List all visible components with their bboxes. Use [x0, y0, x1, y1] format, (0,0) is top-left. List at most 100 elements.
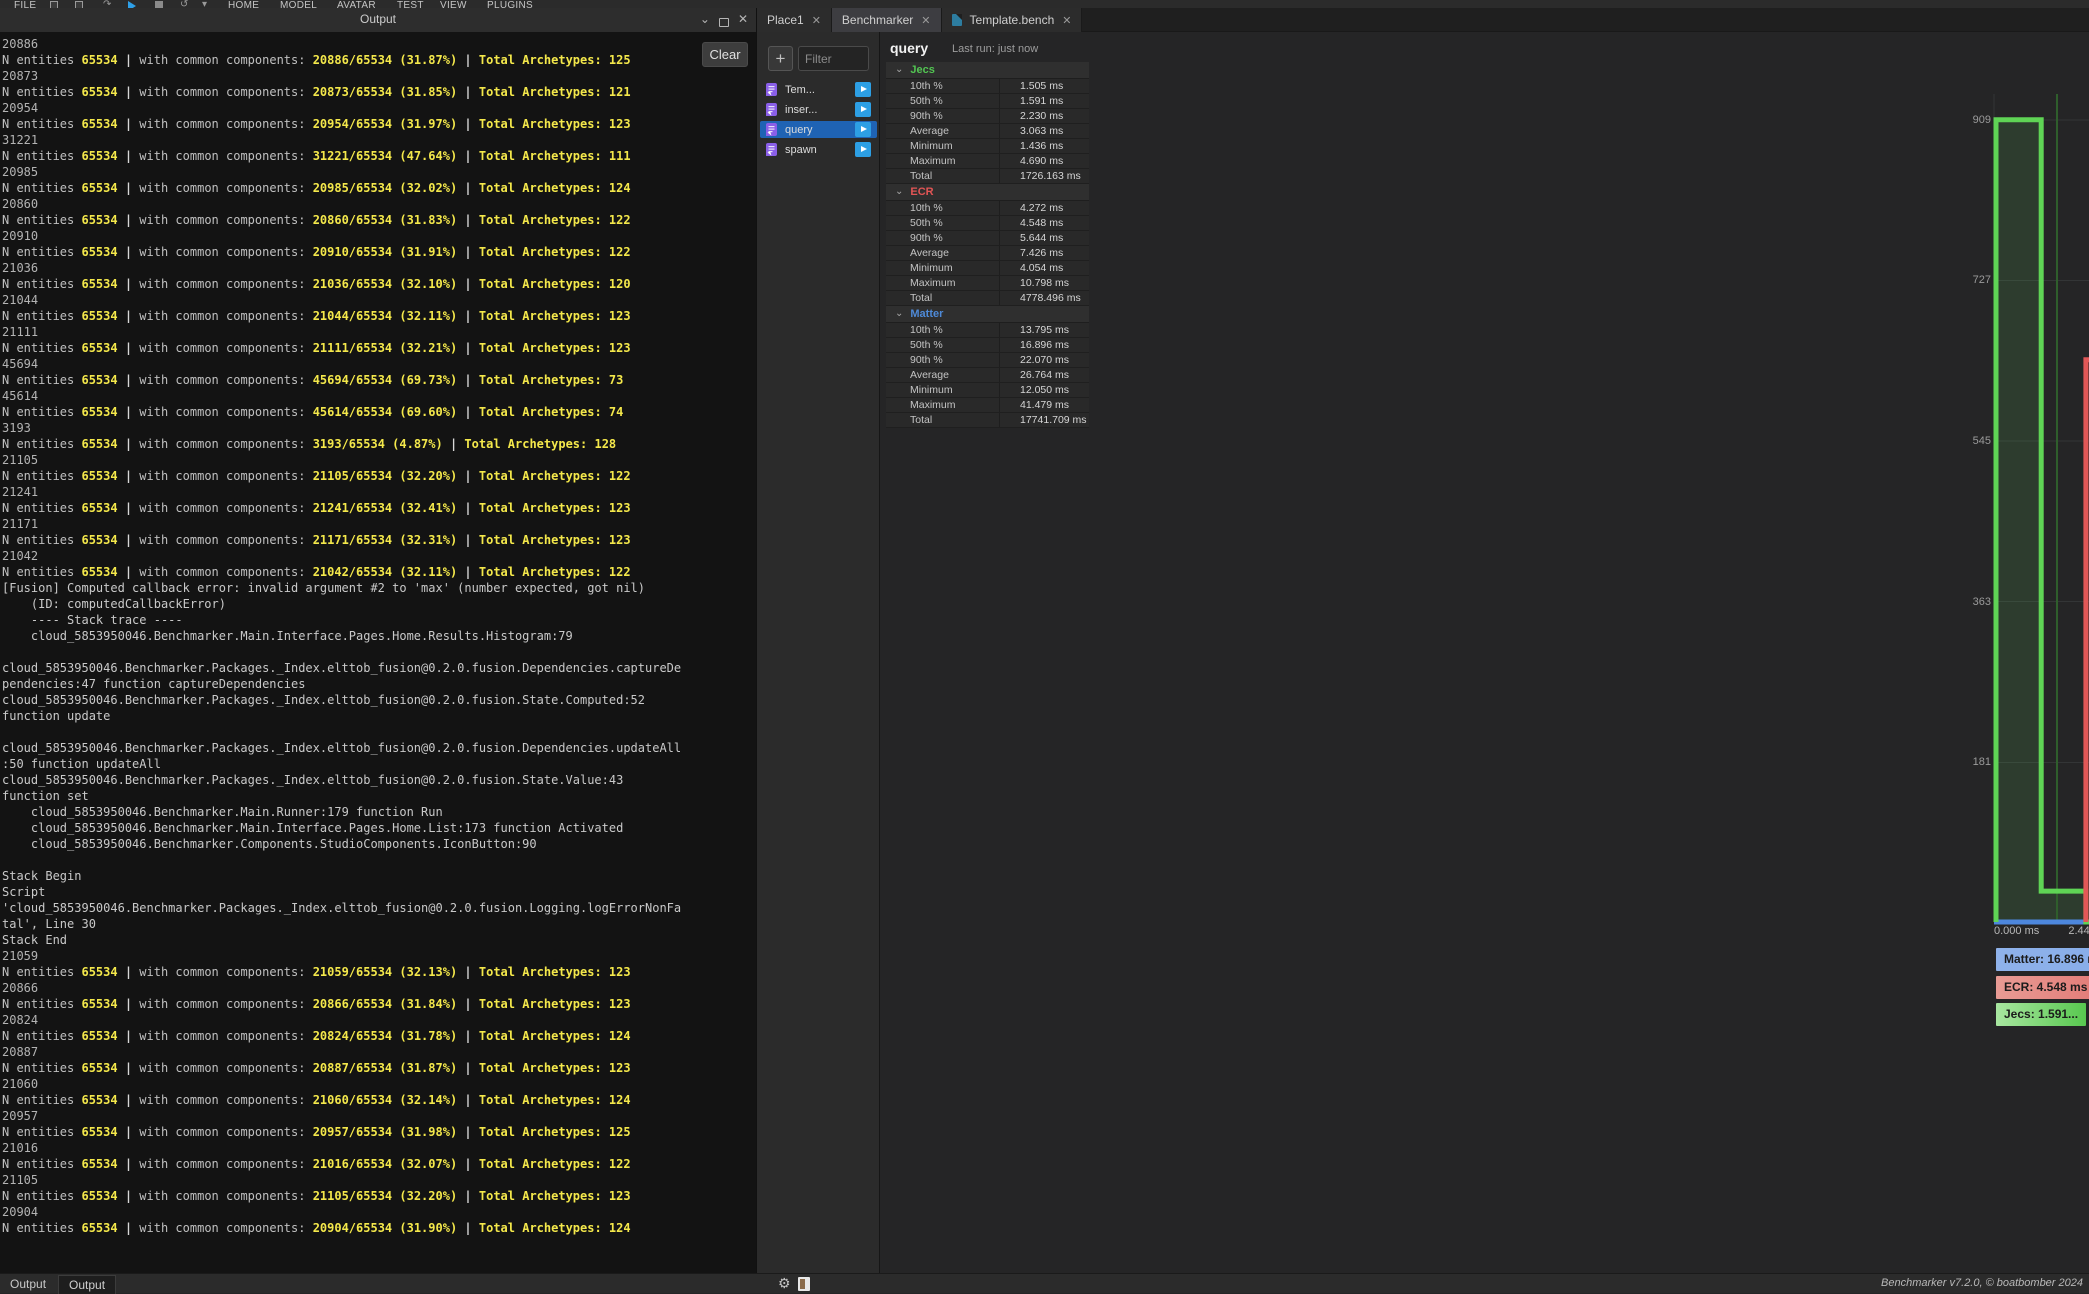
y-axis-tick-label: 909 [1971, 114, 1991, 126]
log-line: 45694 [2, 356, 683, 372]
run-benchmark-button[interactable] [855, 122, 871, 137]
section-header-jecs[interactable]: ⌄Jecs [886, 62, 1089, 79]
log-line: 20957 [2, 1108, 683, 1124]
log-line: 3193 [2, 420, 683, 436]
log-line: 20910 [2, 228, 683, 244]
stat-row: Minimum12.050 ms [886, 383, 1089, 398]
log-line: N entities 65534 | with common component… [2, 1060, 683, 1076]
stat-value: 17741.709 ms [1000, 413, 1089, 427]
log-line: N entities 65534 | with common component… [2, 1092, 683, 1108]
log-line: 21171 [2, 516, 683, 532]
menu-test[interactable]: TEST [397, 0, 424, 8]
tab-template-bench[interactable]: Template.bench✕ [942, 8, 1083, 32]
output-console[interactable]: 20886 N entities 65534 | with common comp… [0, 32, 757, 1273]
log-line: N entities 65534 | with common component… [2, 436, 683, 452]
benchmark-item-Tem[interactable]: Tem... [760, 81, 877, 98]
log-error-line: Stack End [2, 932, 683, 948]
log-line: 20985 [2, 164, 683, 180]
tab-place1[interactable]: Place1 ✕ [757, 8, 832, 32]
log-line: 21036 [2, 260, 683, 276]
redo-icon[interactable]: ↷ [103, 0, 111, 8]
log-error-line: cloud_5853950046.Benchmarker.Packages._I… [2, 740, 683, 772]
section-name: Matter [910, 308, 943, 320]
undo-icon[interactable]: ↺ [180, 0, 188, 8]
menu-model[interactable]: MODEL [280, 0, 317, 8]
stat-label: Average [886, 246, 1000, 260]
tab-label: Place1 [767, 13, 804, 27]
filter-input[interactable] [798, 46, 869, 71]
benchmark-item-query[interactable]: query [760, 121, 877, 138]
menu-home[interactable]: HOME [228, 0, 259, 8]
bottom-tab-output-2[interactable]: Output [58, 1275, 116, 1294]
log-line: N entities 65534 | with common component… [2, 404, 683, 420]
add-benchmark-button[interactable]: + [768, 46, 793, 71]
log-error-line: cloud_5853950046.Benchmarker.Packages._I… [2, 692, 683, 724]
tab-benchmarker[interactable]: Benchmarker ✕ [832, 8, 942, 32]
stat-value: 5.644 ms [1000, 231, 1089, 245]
y-axis-tick-label: 181 [1971, 756, 1991, 768]
bottom-tab-output-1[interactable]: Output [10, 1277, 46, 1291]
docs-book-icon[interactable] [798, 1277, 810, 1291]
stat-value: 4.690 ms [1000, 154, 1089, 168]
stat-label: 50th % [886, 94, 1000, 108]
dropdown-caret-icon[interactable]: ▾ [202, 0, 207, 8]
settings-gear-icon[interactable]: ⚙ [778, 1276, 791, 1291]
stat-label: Total [886, 291, 1000, 305]
tab-close-icon[interactable]: ✕ [812, 14, 821, 27]
clipboard-icon[interactable] [50, 1, 58, 8]
menu-plugins[interactable]: PLUGINS [487, 0, 533, 8]
stat-value: 1.591 ms [1000, 94, 1089, 108]
stat-value: 4.054 ms [1000, 261, 1089, 275]
stat-label: Maximum [886, 154, 1000, 168]
panel-close-icon[interactable]: ✕ [738, 11, 748, 27]
output-panel: Output ⌄ ✕ Clear 20886 N entities 65534 |… [0, 8, 757, 1273]
log-line: N entities 65534 | with common component… [2, 372, 683, 388]
stat-label: Total [886, 413, 1000, 427]
stat-label: 10th % [886, 79, 1000, 93]
stat-row: Average7.426 ms [886, 246, 1089, 261]
log-line: N entities 65534 | with common component… [2, 564, 683, 580]
stat-row: 90th %2.230 ms [886, 109, 1089, 124]
legend-bar-matter: Matter: 16.896 ms [1996, 948, 2089, 971]
output-panel-title: Output [0, 12, 756, 26]
stat-label: 90th % [886, 353, 1000, 367]
tab-close-icon[interactable]: ✕ [1062, 14, 1071, 27]
play-icon[interactable] [128, 1, 136, 8]
chevron-down-icon: ⌄ [895, 64, 903, 75]
log-error-line: Script 'cloud_5853950046.Benchmarker.Pac… [2, 884, 683, 932]
log-line: 20886 [2, 36, 683, 52]
panel-popout-icon[interactable] [719, 18, 729, 27]
log-error-line: cloud_5853950046.Benchmarker.Packages._I… [2, 660, 683, 692]
section-header-matter[interactable]: ⌄Matter [886, 306, 1089, 323]
menu-view[interactable]: VIEW [440, 0, 467, 8]
script-icon [765, 123, 778, 136]
histogram-chart: 9097275453631810.000 ms2.448 ms4.896 ms7… [1971, 92, 2089, 1092]
tab-label: Benchmarker [842, 13, 913, 27]
save-icon[interactable] [75, 1, 83, 8]
tab-close-icon[interactable]: ✕ [921, 14, 930, 27]
stop-icon[interactable] [155, 1, 163, 8]
section-header-ecr[interactable]: ⌄ECR [886, 184, 1089, 201]
run-benchmark-button[interactable] [855, 102, 871, 117]
benchmark-item-inser[interactable]: inser... [760, 101, 877, 118]
log-error-line: (ID: computedCallbackError) [2, 596, 683, 612]
stat-row: 90th %5.644 ms [886, 231, 1089, 246]
run-benchmark-button[interactable] [855, 82, 871, 97]
log-line: 21042 [2, 548, 683, 564]
log-line: N entities 65534 | with common component… [2, 148, 683, 164]
panel-collapse-chevron-icon[interactable]: ⌄ [700, 11, 710, 27]
stat-row: Total17741.709 ms [886, 413, 1089, 428]
menu-file[interactable]: FILE [14, 0, 36, 8]
log-line: 20954 [2, 100, 683, 116]
log-error-line: cloud_5853950046.Benchmarker.Components.… [2, 836, 683, 852]
menu-avatar[interactable]: AVATAR [337, 0, 376, 8]
run-benchmark-button[interactable] [855, 142, 871, 157]
log-line: 20860 [2, 196, 683, 212]
log-line: N entities 65534 | with common component… [2, 212, 683, 228]
log-line: N entities 65534 | with common component… [2, 1220, 683, 1236]
bottom-bar: Output Output [0, 1273, 2089, 1293]
log-line: 20904 [2, 1204, 683, 1220]
benchmark-item-spawn[interactable]: spawn [760, 141, 877, 158]
last-run-label: Last run: just now [952, 43, 1038, 55]
clear-output-button[interactable]: Clear [702, 42, 748, 67]
